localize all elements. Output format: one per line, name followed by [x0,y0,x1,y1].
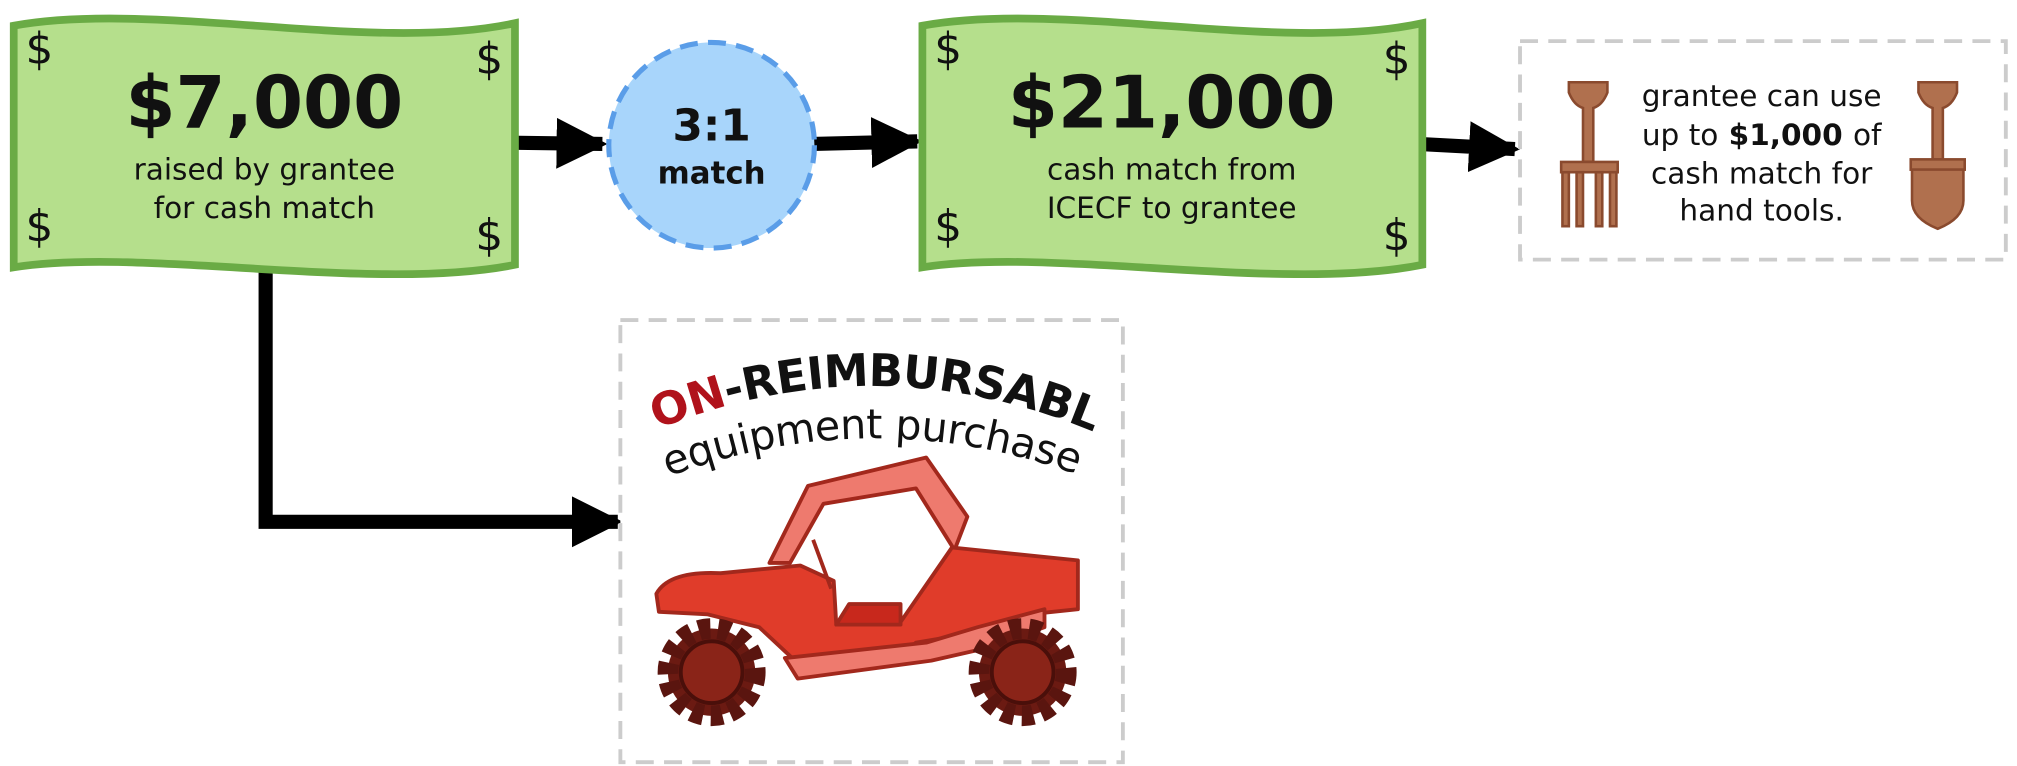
bill-symbol: $ [934,201,962,252]
amount: $7,000 [125,60,403,144]
amount: $21,000 [1008,60,1336,144]
arrow [1418,144,1514,149]
hub [681,641,743,703]
diagram: $ $ $ $ $7,000 raised by grantee for cas… [0,0,2017,766]
caption: for cash match [154,191,375,225]
bill-shape [922,19,1422,275]
caption: raised by grantee [134,152,396,186]
bill-symbol: $ [1383,210,1411,261]
bill-symbol: $ [475,34,503,85]
bill-symbol: $ [26,23,54,74]
bill-symbol: $ [1383,34,1411,85]
bill-raised: $ $ $ $ $7,000 raised by grantee for cas… [14,19,515,275]
ratio: 3:1 [672,101,750,152]
bill-symbol: $ [934,23,962,74]
note-text: of [1853,118,1882,152]
note-amount: $1,000 [1729,118,1843,152]
bill-symbol: $ [475,210,503,261]
bill-match: $ $ $ $ $21,000 cash match from ICECF to… [922,19,1422,275]
ratio-circle: 3:1 match [609,42,815,248]
arrow [266,257,618,522]
bill-shape [14,19,515,275]
note-line: grantee can use [1642,79,1882,113]
arrow [813,141,917,144]
ratio-label: match [658,155,766,191]
caption: cash match from [1047,152,1296,186]
bill-symbol: $ [26,201,54,252]
hub [992,641,1054,703]
note-text: up to [1642,118,1719,152]
note-line: cash match for [1651,156,1873,190]
note-box: grantee can use up to $1,000 of cash match… [1520,41,2006,259]
caption: ICECF to grantee [1047,191,1297,225]
note-line: hand tools. [1679,194,1843,228]
arrow [510,143,603,144]
